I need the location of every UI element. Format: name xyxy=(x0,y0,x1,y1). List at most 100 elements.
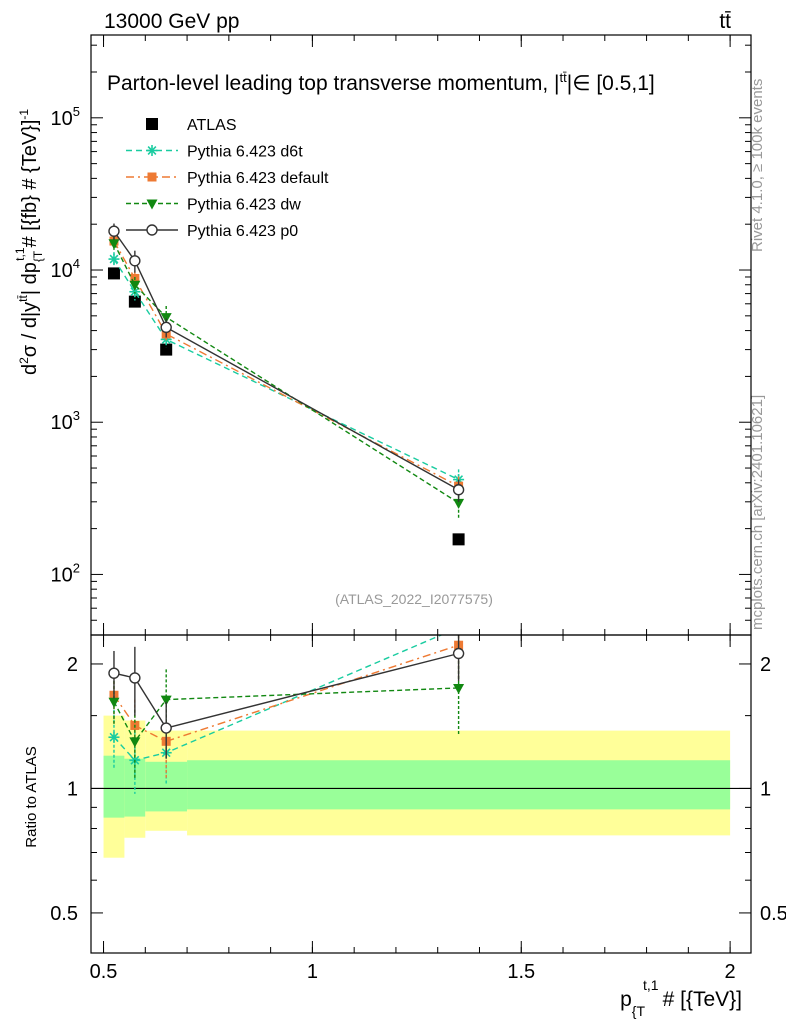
series-line-default xyxy=(113,240,459,487)
ratio-point-dw-shape xyxy=(129,737,141,748)
ratio-y-tick-label-right: 0.5 xyxy=(760,903,786,925)
legend-item-default: Pythia 6.423 default xyxy=(126,170,329,187)
series-p0 xyxy=(108,223,465,502)
plot-title: Parton-level leading top transverse mome… xyxy=(107,70,655,95)
ratio-series-dw xyxy=(108,650,465,780)
data-point-dw xyxy=(453,498,465,509)
x-tick-label: 0.5 xyxy=(90,961,118,983)
ratio-point-d6t-shape xyxy=(455,624,463,632)
data-point-dw xyxy=(160,313,172,324)
data-point-d6t xyxy=(108,253,120,265)
main-series-group xyxy=(107,223,465,546)
data-point-p0 xyxy=(108,225,120,237)
data-point-data xyxy=(128,295,141,308)
x-tick-label: 2 xyxy=(725,961,736,983)
legend-label-dw: Pythia 6.423 dw xyxy=(187,197,301,214)
legend-item-p0: Pythia 6.423 p0 xyxy=(126,223,298,240)
legend-item-dw: Pythia 6.423 dw xyxy=(126,197,301,214)
y-tick-label: 104 xyxy=(51,256,80,282)
ratio-line-default xyxy=(113,644,459,743)
y-tick-label: 105 xyxy=(51,104,80,130)
ratio-point-d6t-shape xyxy=(109,732,119,742)
legend: ATLAS Pythia 6.423 d6t Pythia 6.423 defaul… xyxy=(126,117,329,240)
ratio-point-dw xyxy=(129,737,141,748)
y-axis-label: d2σ / d|ytt̄| dp{Tt,1# [{fb} # {TeV}]-1 xyxy=(13,109,45,375)
data-point-p0 xyxy=(129,255,141,267)
ratio-series-group xyxy=(108,622,465,794)
data-point-p0-shape xyxy=(160,321,172,334)
data-point-p0 xyxy=(160,321,172,334)
data-point-d6t-shape xyxy=(130,287,140,297)
ratio-point-dw-shape xyxy=(108,697,120,708)
legend-marker-data xyxy=(146,118,158,130)
legend-marker-data-shape xyxy=(146,118,158,130)
ratio-point-p0 xyxy=(108,667,120,679)
ratio-point-d6t-shape xyxy=(455,624,463,632)
data-point-p0-shape xyxy=(129,255,141,267)
ratio-point-dw-shape xyxy=(160,695,172,706)
source-label: mcplots.cern.ch [arXiv:2401.10621] xyxy=(749,395,766,630)
ratio-point-d6t xyxy=(108,731,120,743)
ratio-y-axis-label: Ratio to ATLAS xyxy=(23,746,40,847)
data-point-dw xyxy=(108,239,120,250)
ratio-point-p0 xyxy=(129,672,141,684)
ratio-point-p0-shape xyxy=(108,667,120,679)
legend-item-d6t: Pythia 6.423 d6t xyxy=(126,144,303,161)
legend-label-data: ATLAS xyxy=(187,117,237,134)
data-point-p0 xyxy=(452,484,465,496)
band-inner-bin xyxy=(145,761,188,812)
data-point-dw-shape xyxy=(453,498,465,509)
ratio-y-tick-label-right: 2 xyxy=(760,654,771,676)
ratio-y-tick-label-left: 2 xyxy=(67,654,78,676)
ratio-axis-ticks: 0.5 1 1.5 2 0.5 0.5 1 1 2 2 xyxy=(50,635,786,983)
ratio-point-p0-shape xyxy=(452,647,465,660)
legend-marker-dw-shape xyxy=(146,199,158,210)
data-point-dw xyxy=(129,280,141,291)
analysis-label: (ATLAS_2022_I2077575) xyxy=(335,591,493,607)
process-label: tt̄ xyxy=(719,10,731,33)
legend-marker-default-shape xyxy=(147,172,157,182)
y-tick-label: 103 xyxy=(51,408,80,434)
data-point-data xyxy=(452,533,465,546)
data-point-p0-shape xyxy=(108,225,120,237)
legend-label-p0: Pythia 6.423 p0 xyxy=(187,223,298,240)
rivet-label: Rivet 4.1.0, ≥ 100k events xyxy=(749,79,766,252)
data-point-data-shape xyxy=(452,533,465,546)
ratio-point-p0 xyxy=(160,722,172,734)
energy-label: 13000 GeV pp xyxy=(104,10,239,33)
ratio-point-p0-shape xyxy=(160,722,172,734)
ratio-point-dw-shape xyxy=(453,683,465,694)
y-tick-label: 102 xyxy=(51,560,80,586)
x-tick-label: 1 xyxy=(307,961,318,983)
data-point-data-shape xyxy=(107,267,120,280)
legend-label-d6t: Pythia 6.423 d6t xyxy=(187,144,303,161)
ratio-line-p0 xyxy=(113,652,459,729)
data-point-dw-shape xyxy=(129,280,141,291)
band-inner-bin xyxy=(103,755,125,818)
legend-item-data: ATLAS xyxy=(146,117,237,134)
data-point-data xyxy=(160,343,173,356)
ratio-point-p0 xyxy=(452,647,465,660)
data-point-data xyxy=(107,267,120,280)
data-point-data-shape xyxy=(128,295,141,308)
svg-text:d2σ / d|ytt̄| dp{Tt,1# [{fb} #: d2σ / d|ytt̄| dp{Tt,1# [{fb} # {TeV}]-1 xyxy=(13,109,45,375)
data-point-p0-shape xyxy=(452,484,465,496)
ratio-point-dw xyxy=(160,695,172,706)
series-line-d6t xyxy=(113,258,459,481)
legend-label-default: Pythia 6.423 default xyxy=(187,170,329,187)
ratio-line-dw xyxy=(113,687,459,743)
x-axis-label: p{Tt,1# [{TeV}] xyxy=(620,977,742,1019)
series-line-dw xyxy=(113,242,459,504)
legend-marker-p0 xyxy=(146,224,158,236)
legend-marker-d6t xyxy=(146,145,158,156)
ratio-y-tick-label-right: 1 xyxy=(760,778,771,800)
series-line-p0 xyxy=(113,230,459,491)
series-data xyxy=(107,267,465,546)
ratio-point-dw xyxy=(453,683,465,694)
data-point-d6t-shape xyxy=(109,254,119,264)
ratio-panel-frame xyxy=(90,634,752,954)
ratio-point-d6t xyxy=(453,622,464,633)
legend-marker-dw xyxy=(146,199,158,210)
data-point-data-shape xyxy=(160,343,173,356)
